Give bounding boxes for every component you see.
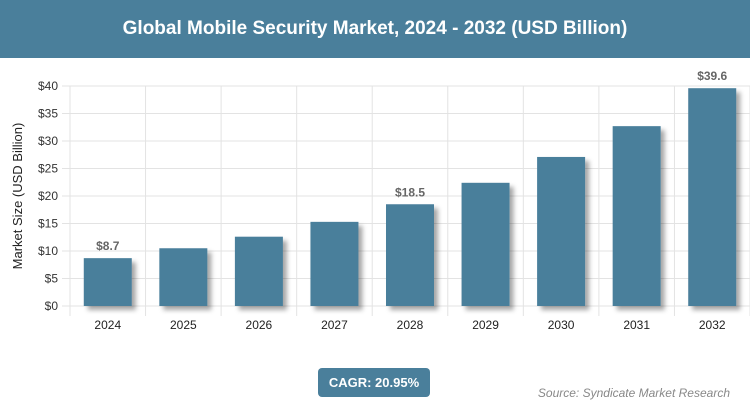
- bar-2024: [83, 258, 132, 306]
- x-tick-label: 2030: [548, 318, 575, 332]
- y-tick-label: $0: [45, 299, 59, 313]
- bar-2031: [612, 126, 661, 307]
- y-tick-label: $15: [38, 217, 58, 231]
- x-tick-label: 2025: [170, 318, 197, 332]
- y-tick-label: $35: [38, 107, 58, 121]
- y-tick-label: $20: [38, 189, 58, 203]
- bar-2032: [688, 88, 737, 306]
- bar-2029: [461, 182, 510, 306]
- bar-2025: [159, 248, 208, 306]
- x-tick-label: 2031: [623, 318, 650, 332]
- data-label: $18.5: [395, 185, 425, 199]
- data-label: $39.6: [697, 69, 727, 83]
- data-label: $8.7: [96, 239, 120, 253]
- bar-2026: [234, 236, 283, 306]
- x-tick-label: 2032: [699, 318, 726, 332]
- x-tick-label: 2028: [397, 318, 424, 332]
- bar-chart: $0 $5 $10 $15 $20 $25 $30 $35 $40 2024 $8.7 2025 202…: [10, 69, 750, 332]
- y-tick-label: $30: [38, 134, 58, 148]
- y-tick-label: $10: [38, 244, 58, 258]
- x-tick-label: 2027: [321, 318, 348, 332]
- y-tick-label: $40: [38, 79, 58, 93]
- x-tick-label: 2026: [246, 318, 273, 332]
- bar-2030: [537, 156, 586, 306]
- x-tick-label: 2029: [472, 318, 499, 332]
- y-tick-label: $25: [38, 162, 58, 176]
- y-tick-label: $5: [45, 272, 59, 286]
- cagr-badge: CAGR: 20.95%: [318, 368, 430, 397]
- source-note: Source: Syndicate Market Research: [537, 386, 730, 400]
- bar-2028: [386, 204, 434, 306]
- y-axis-label: Market Size (USD Billion): [10, 123, 25, 270]
- chart-title: Global Mobile Security Market, 2024 - 20…: [0, 0, 750, 58]
- x-tick-label: 2024: [94, 318, 121, 332]
- bar-2027: [310, 221, 359, 306]
